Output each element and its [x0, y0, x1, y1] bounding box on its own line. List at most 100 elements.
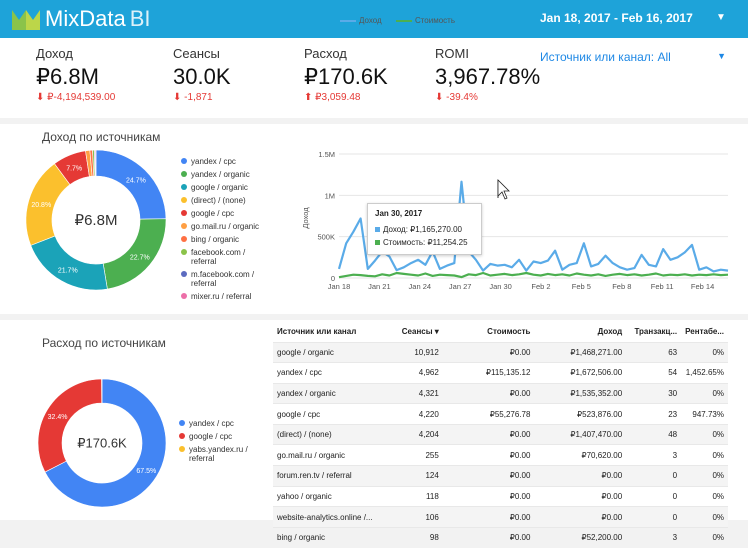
x-tick-label: Feb 5 — [572, 282, 591, 291]
legend-dot — [181, 223, 187, 229]
y-tick-label: 500K — [317, 233, 335, 242]
table-cell: 118 — [393, 486, 443, 507]
slice-pct-label: 24.7% — [126, 177, 146, 184]
donut-slice[interactable] — [96, 150, 166, 219]
donut-center-value: ₽170.6K — [77, 435, 127, 450]
legend-label: m.facebook.com / referral — [191, 270, 254, 288]
legend-item[interactable]: bing / organic — [181, 235, 271, 244]
table-cell: 0% — [681, 527, 728, 548]
chart-tooltip: Jan 30, 2017 Доход: ₽1,165,270.00 Стоимо… — [367, 203, 482, 255]
legend-dot — [181, 184, 187, 190]
legend-dot — [181, 158, 187, 164]
line-chart-legend: Доход Стоимость — [340, 16, 467, 25]
mouse-cursor-icon — [498, 180, 509, 199]
table-cell: 0% — [681, 466, 728, 487]
legend-dot — [181, 197, 187, 203]
legend-dot — [181, 271, 187, 277]
slice-pct-label: 7.7% — [66, 165, 82, 172]
legend-item-income[interactable]: Доход — [340, 16, 382, 25]
table-cell: ₽0.00 — [534, 466, 626, 487]
donut-slice[interactable] — [31, 236, 108, 290]
y-tick-label: 1M — [325, 191, 335, 200]
legend-label: yandex / cpc — [191, 157, 236, 166]
x-tick-label: Jan 27 — [449, 282, 472, 291]
legend-item[interactable]: yabs.yandex.ru / referral — [179, 445, 269, 463]
legend-item[interactable]: google / organic — [181, 183, 271, 192]
table-cell: ₽0.00 — [443, 527, 535, 548]
table-cell: 4,220 — [393, 404, 443, 425]
donut-slice[interactable] — [38, 379, 102, 472]
table-cell: website-analytics.online /... — [273, 507, 393, 528]
legend-item[interactable]: google / cpc — [179, 432, 269, 441]
slice-pct-label: 22.7% — [130, 254, 150, 261]
column-header-sessions[interactable]: Сеансы ▾ — [393, 322, 443, 342]
slice-pct-label: 32.4% — [48, 414, 68, 421]
legend-item[interactable]: facebook.com / referral — [181, 248, 271, 266]
legend-item[interactable]: (direct) / (none) — [181, 196, 271, 205]
legend-item[interactable]: go.mail.ru / organic — [181, 222, 271, 231]
table-cell: 0 — [626, 507, 681, 528]
legend-item[interactable]: yandex / cpc — [179, 419, 269, 428]
table-cell: ₽0.00 — [443, 466, 535, 487]
x-tick-label: Feb 14 — [691, 282, 714, 291]
legend-item[interactable]: google / cpc — [181, 209, 271, 218]
table-cell: ₽0.00 — [443, 507, 535, 528]
cost-series-line — [339, 273, 728, 277]
x-tick-label: Feb 2 — [531, 282, 550, 291]
legend-item[interactable]: yandex / cpc — [181, 157, 271, 166]
table-cell: ₽52,200.00 — [534, 527, 626, 548]
tooltip-income: Доход: ₽1,165,270.00 — [383, 225, 462, 234]
column-header-profitability[interactable]: Рентабе... — [681, 322, 728, 342]
table-cell: 48 — [626, 424, 681, 445]
column-header-transactions[interactable]: Транзакц... — [626, 322, 681, 342]
table-cell: ₽0.00 — [443, 424, 535, 445]
legend-label: facebook.com / referral — [191, 248, 245, 266]
legend-item[interactable]: mixer.ru / referral — [181, 292, 271, 301]
legend-item[interactable]: yandex / organic — [181, 170, 271, 179]
x-tick-label: Jan 18 — [328, 282, 351, 291]
column-header-cost[interactable]: Стоимость — [443, 322, 535, 342]
table-cell: 0% — [681, 507, 728, 528]
legend-label: mixer.ru / referral — [191, 292, 251, 301]
legend-dot — [181, 236, 187, 242]
table-cell: 0 — [626, 466, 681, 487]
table-cell: ₽0.00 — [534, 507, 626, 528]
table-cell: 23 — [626, 404, 681, 425]
table-row[interactable]: (direct) / (none)4,204₽0.00₽1,407,470.00… — [273, 424, 728, 445]
legend-dot — [179, 446, 185, 452]
slice-pct-label: 20.8% — [31, 202, 51, 209]
income-legend: yandex / cpc yandex / organic google / org… — [181, 157, 271, 305]
column-header-source[interactable]: Источник или канал — [273, 322, 393, 342]
y-tick-label: 1.5M — [318, 150, 335, 159]
legend-item[interactable]: m.facebook.com / referral — [181, 270, 271, 288]
x-tick-label: Feb 11 — [651, 282, 674, 291]
table-cell: ₽1,535,352.00 — [534, 383, 626, 404]
donut-slice[interactable] — [95, 150, 96, 176]
tooltip-cost: Стоимость: ₽11,254.25 — [383, 238, 468, 247]
legend-label: go.mail.ru / organic — [191, 222, 259, 231]
table-cell: 1,452.65% — [681, 363, 728, 384]
legend-dot — [179, 420, 185, 426]
column-header-income[interactable]: Доход — [534, 322, 626, 342]
table-cell: 255 — [393, 445, 443, 466]
legend-label: google / cpc — [189, 432, 232, 441]
table-cell: ₽523,876.00 — [534, 404, 626, 425]
sources-table: Источник или канал Сеансы ▾ Стоимость До… — [273, 322, 728, 548]
legend-label: google / organic — [191, 183, 248, 192]
table-cell: google / cpc — [273, 404, 393, 425]
table-cell: ₽0.00 — [443, 445, 535, 466]
table-cell: ₽1,407,470.00 — [534, 424, 626, 445]
table-row[interactable]: website-analytics.online /...106₽0.00₽0.… — [273, 507, 728, 528]
legend-item-cost[interactable]: Стоимость — [396, 16, 455, 25]
x-tick-label: Feb 8 — [612, 282, 631, 291]
table-cell: ₽0.00 — [443, 486, 535, 507]
table-cell: 30 — [626, 383, 681, 404]
